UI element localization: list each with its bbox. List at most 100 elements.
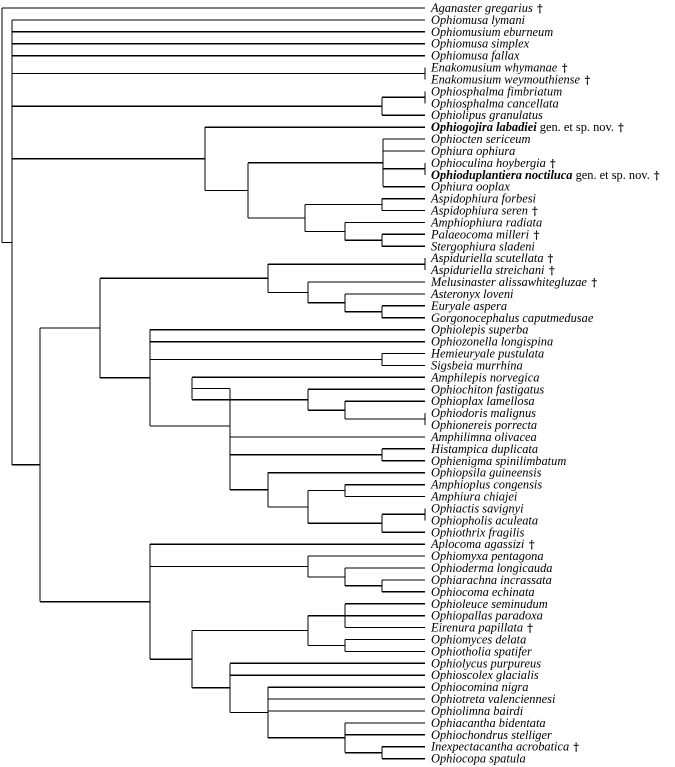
taxon-name: Ophiolycus purpureus	[431, 656, 541, 670]
taxon-name: Ophiomusium eburneum	[431, 25, 553, 39]
taxon-label: Ophiosphalma cancellata	[431, 96, 559, 110]
taxon-label: Ophiotholia spatifer	[431, 644, 532, 658]
taxon-label: Ophiochiton fastigatus	[431, 382, 544, 396]
extinct-dagger-icon: †	[527, 622, 533, 635]
taxon-name: Aspidophiura seren	[430, 204, 528, 218]
taxon-name: Ophiopholis aculeata	[431, 513, 538, 527]
taxon-label: Enakomusium whymanae	[430, 61, 558, 75]
taxon-name: Stergophiura sladeni	[431, 239, 535, 253]
taxon-name: Ophiochiton fastigatus	[431, 382, 544, 396]
taxon-name: Sigsbeia murrhina	[431, 358, 523, 372]
taxon-label: Stergophiura sladeni	[431, 239, 535, 253]
taxon-label: Aplocoma agassizi	[430, 537, 525, 551]
extinct-dagger-icon: †	[532, 205, 538, 218]
taxon-name: Ophiothrix fragilis	[431, 525, 524, 539]
taxon-name: Ophiomusa fallax	[431, 49, 520, 63]
taxon-labels: Aganaster gregarius †Ophiomusa lymaniOphi…	[430, 1, 660, 766]
taxon-name: Ophiosphalma fimbriatum	[431, 84, 562, 98]
taxon-name: Ophioculina hoybergia	[431, 156, 546, 170]
taxon-name: Ophioduplantiera noctiluca	[431, 168, 572, 182]
taxon-name: Ophiura ooplax	[431, 180, 510, 194]
taxon-name: Ophiodoris malignus	[431, 406, 536, 420]
taxon-label: Ophioleuce seminudum	[431, 597, 548, 611]
taxon-name: Euryale aspera	[430, 299, 507, 313]
taxon-name: Ophiocoma echinata	[431, 585, 535, 599]
taxon-name: Amphilimna olivacea	[430, 430, 537, 444]
taxon-name: Inexpectacantha acrobatica	[430, 740, 569, 754]
extinct-dagger-icon: †	[591, 276, 597, 289]
taxon-label: Ophiomusium eburneum	[431, 25, 553, 39]
taxon-name: Aspiduriella scutellata	[430, 251, 544, 265]
taxon-name: Ophiocopa spatula	[431, 752, 526, 766]
taxon-name: Histampica duplicata	[430, 442, 538, 456]
taxon-label: Ophiomyxa pentagona	[431, 549, 544, 563]
taxon-name: Ophioderma longicauda	[431, 561, 553, 575]
taxon-label: Ophiura ophiura	[431, 144, 515, 158]
taxon-label: Amphiophiura radiata	[430, 215, 542, 229]
taxon-name: Ophioscolex glacialis	[431, 668, 539, 682]
taxon-label: Aspidophiura forbesi	[430, 192, 537, 206]
taxon-label: Amphilimna olivacea	[430, 430, 537, 444]
taxon-label: Melusinaster alissawhitegluzae	[430, 275, 587, 289]
taxon-name: Ophiolipus granulatus	[431, 108, 543, 122]
taxon-name: Ophiochondrus stelliger	[431, 728, 552, 742]
taxon-label: Ophiocomina nigra	[431, 680, 528, 694]
taxon-name: Ophioleuce seminudum	[431, 597, 548, 611]
taxon-name: Ophiomyxa pentagona	[431, 549, 544, 563]
taxon-label: Ophioculina hoybergia	[431, 156, 546, 170]
taxon-label: Ophiopallas paradoxa	[431, 609, 543, 623]
taxon-label: Amphioplus congensis	[430, 478, 542, 492]
taxon-name: Ophiopsila guineensis	[431, 466, 542, 480]
taxon-name: Ophiomusa simplex	[431, 37, 530, 51]
taxon-name: Enakomusium whymanae	[430, 61, 558, 75]
taxon-name: Gorgonocephalus caputmedusae	[431, 311, 594, 325]
extinct-dagger-icon: †	[529, 538, 535, 551]
taxon-label: Amphiura chiajei	[430, 490, 518, 504]
taxon-label: Ophioderma longicauda	[431, 561, 553, 575]
taxon-label: Ophiolycus purpureus	[431, 656, 541, 670]
extinct-dagger-icon: †	[537, 2, 543, 15]
extinct-dagger-icon: †	[585, 73, 591, 86]
taxon-name: Ophiopallas paradoxa	[431, 609, 543, 623]
extinct-dagger-icon: †	[562, 62, 568, 75]
taxon-label: Eirenura papillata	[430, 621, 523, 635]
taxon-name: Eirenura papillata	[430, 621, 523, 635]
extinct-dagger-icon: †	[549, 264, 555, 277]
taxon-label: Ophiocoma echinata	[431, 585, 535, 599]
taxon-label: Ophiura ooplax	[431, 180, 510, 194]
taxon-name: Aplocoma agassizi	[430, 537, 525, 551]
extinct-dagger-icon: †	[550, 157, 556, 170]
taxon-name: Asteronyx loveni	[430, 287, 514, 301]
taxon-name: Ophiarachna incrassata	[431, 573, 552, 587]
taxon-label: Ophiothrix fragilis	[431, 525, 524, 539]
taxon-label: Ophioduplantiera noctiluca gen. et sp. n…	[431, 168, 650, 182]
taxon-name: Amphilepis norvegica	[430, 370, 539, 384]
taxon-label: Ophiopholis aculeata	[431, 513, 538, 527]
taxon-label: Ophiogojira labadiei gen. et sp. nov.	[431, 120, 614, 134]
taxon-name: Ophiozonella longispina	[431, 335, 553, 349]
taxon-label: Ophionereis porrecta	[431, 418, 537, 432]
extinct-dagger-icon: †	[654, 169, 660, 182]
taxon-name: Ophiolepis superba	[431, 323, 528, 337]
taxon-label: Hemieuryale pustulata	[430, 347, 544, 361]
taxon-label: Ophiactis savignyi	[431, 501, 524, 515]
taxon-label: Ophiomyces delata	[431, 632, 526, 646]
tree-branches	[1, 7, 426, 760]
taxon-name: Ophiomusa lymani	[431, 13, 526, 27]
taxon-name: Ophiocomina nigra	[431, 680, 528, 694]
taxon-label: Aspidophiura seren	[430, 204, 528, 218]
taxon-name: Ophioplax lamellosa	[431, 394, 535, 408]
taxon-label: Aspiduriella scutellata	[430, 251, 544, 265]
taxon-name: Amphiophiura radiata	[430, 215, 542, 229]
taxon-label: Ophiarachna incrassata	[431, 573, 552, 587]
taxon-name: Ophiotholia spatifer	[431, 644, 532, 658]
taxon-label: Aspiduriella streichani	[430, 263, 545, 277]
taxon-label: Ophiomusa lymani	[431, 13, 526, 27]
taxon-label: Ophiomusa fallax	[431, 49, 520, 63]
taxon-label: Enakomusium weymouthiense	[430, 72, 581, 86]
taxon-label: Inexpectacantha acrobatica	[430, 740, 569, 754]
taxon-name: Ophiacantha bidentata	[431, 716, 546, 730]
taxon-label: Aganaster gregarius	[430, 1, 533, 15]
taxon-label: Ophienigma spinilimbatum	[431, 454, 566, 468]
